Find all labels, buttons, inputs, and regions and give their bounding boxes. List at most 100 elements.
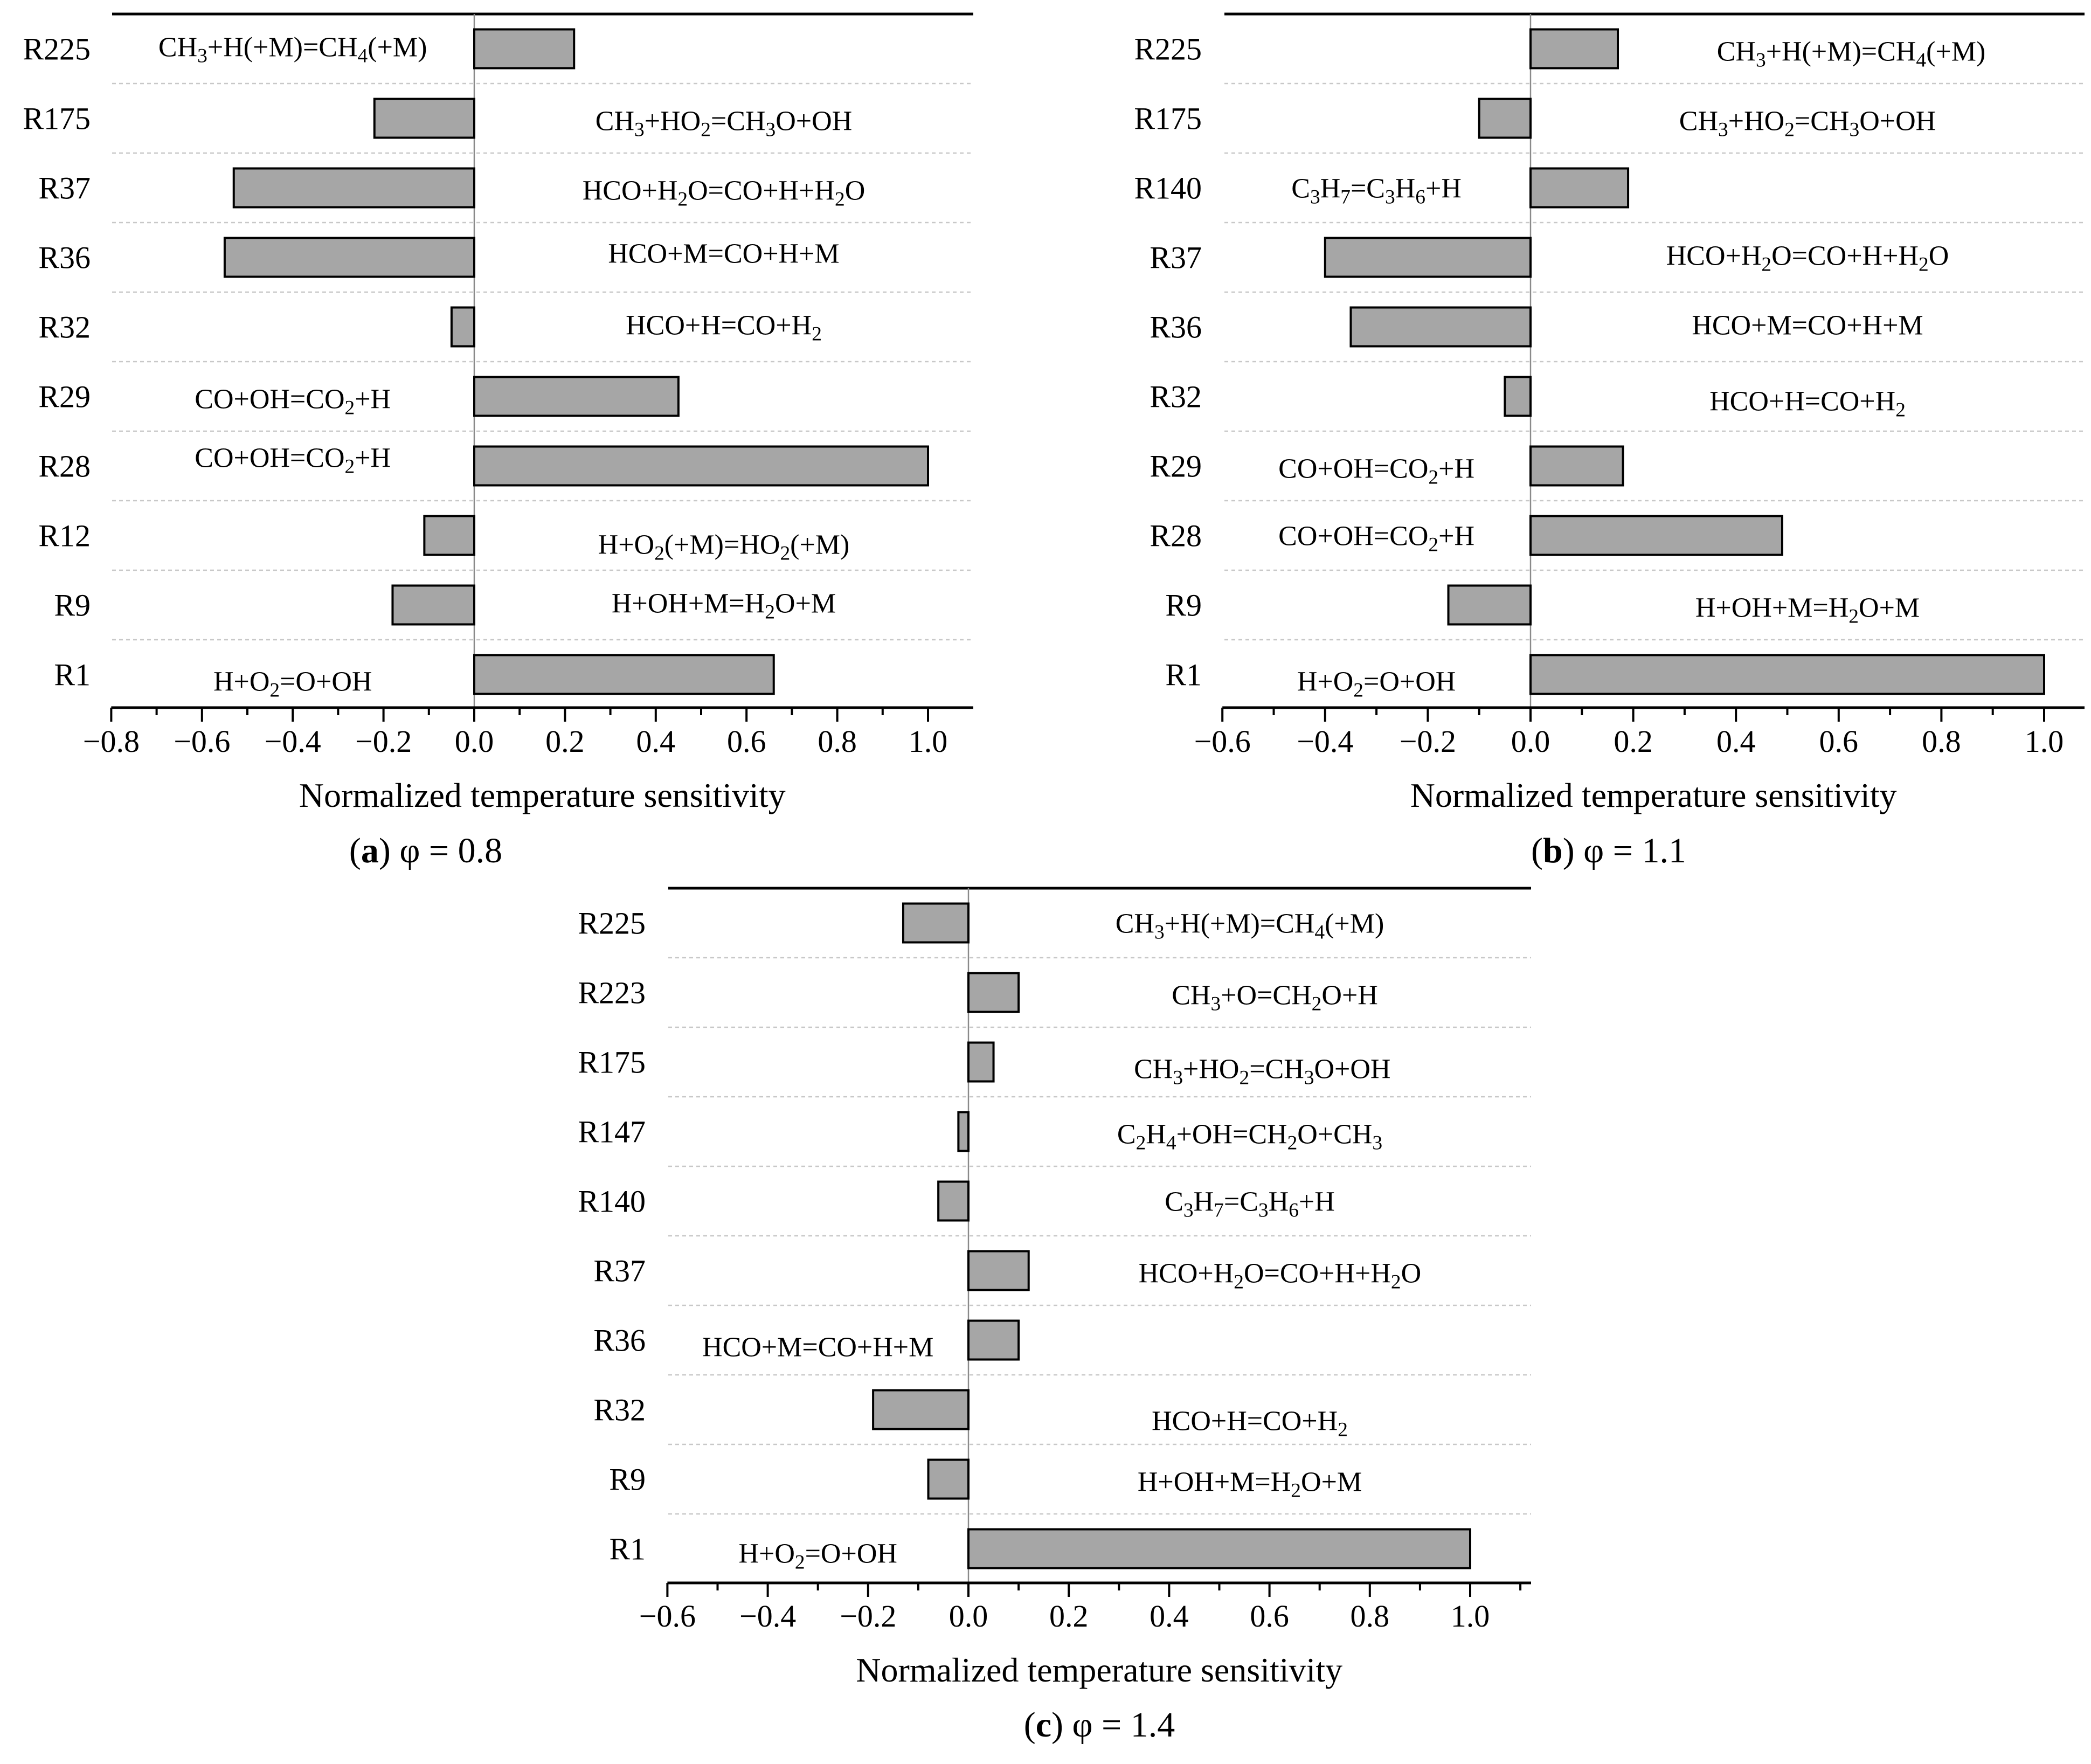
row-label-r36: R36 (1150, 310, 1202, 345)
reaction-label-r225: CH3+H(+M)=CH4(+M) (158, 32, 427, 67)
x-tick-label: 0.2 (545, 724, 585, 759)
x-tick-label: 0.0 (455, 724, 494, 759)
bar-r223 (967, 972, 1020, 1013)
bar-r140 (1529, 167, 1630, 209)
x-tick-label: 1.0 (909, 724, 948, 759)
panel-b: R225 CH3+H(+M)=CH4(+M) R175 CH3+HO2=CH3O+OH… (1134, 12, 2085, 870)
bar-r175 (373, 98, 476, 139)
row-label-r175: R175 (578, 1045, 646, 1080)
x-tick-label: −0.2 (355, 724, 412, 759)
x-tick-label: 0.8 (1922, 724, 1961, 759)
x-tick-label: 1.0 (1451, 1599, 1490, 1634)
x-tick-label: 0.0 (949, 1599, 988, 1634)
row-label-r225: R225 (1134, 32, 1202, 67)
x-axis-title: Normalized temperature sensitivity (856, 1651, 1342, 1689)
row-label-r37: R37 (38, 171, 91, 206)
row-label-r1: R1 (54, 658, 91, 693)
bar-r225 (473, 28, 576, 70)
reaction-label-r175: CH3+HO2=CH3O+OH (596, 106, 852, 141)
x-tick-label: 0.4 (636, 724, 676, 759)
x-axis-title: Normalized temperature sensitivity (1410, 776, 1897, 814)
reaction-label-r32: HCO+H=CO+H2 (1709, 386, 1906, 421)
x-tick-label: 0.6 (727, 724, 766, 759)
reaction-label-r140: C3H7=C3H6+H (1291, 174, 1462, 209)
reaction-label-r32: HCO+H=CO+H2 (626, 310, 822, 345)
reaction-label-r147: C2H4+OH=CH2O+CH3 (1117, 1119, 1382, 1154)
reaction-label-r1: H+O2=O+OH (738, 1539, 897, 1574)
row-label-r28: R28 (1150, 518, 1202, 554)
bar-r1 (1529, 654, 2045, 695)
row-label-r32: R32 (1150, 379, 1202, 414)
reaction-label-r225: CH3+H(+M)=CH4(+M) (1116, 909, 1384, 944)
row-label-r225: R225 (578, 906, 646, 941)
panel-caption: (c) φ = 1.4 (1024, 1705, 1175, 1745)
bar-r37 (232, 167, 475, 209)
row-label-r29: R29 (38, 379, 91, 414)
x-tick-label: 0.4 (1716, 724, 1756, 759)
x-tick-label: −0.6 (174, 724, 230, 759)
bar-r225 (1529, 28, 1619, 70)
x-tick-label: 0.8 (1351, 1599, 1390, 1634)
bar-r225 (902, 902, 970, 944)
row-label-r37: R37 (593, 1254, 646, 1289)
reaction-label-r29: CO+OH=CO2+H (1278, 454, 1474, 489)
x-tick-label: −0.4 (1297, 724, 1353, 759)
reaction-label-r36: HCO+M=CO+H+M (1692, 310, 1923, 341)
reaction-label-r29: CO+OH=CO2+H (195, 384, 391, 419)
bar-r175 (967, 1041, 995, 1083)
reaction-label-r9: H+OH+M=H2O+M (612, 589, 836, 624)
row-label-r9: R9 (609, 1462, 646, 1497)
bar-r36 (1349, 306, 1532, 348)
reaction-label-r9: H+OH+M=H2O+M (1695, 593, 1920, 628)
reaction-label-r1: H+O2=O+OH (1297, 667, 1456, 702)
x-tick-label: −0.6 (639, 1599, 696, 1634)
row-label-r36: R36 (38, 240, 91, 275)
x-tick-label: −0.2 (840, 1599, 896, 1634)
bar-r32 (450, 306, 476, 348)
x-tick-label: −0.4 (739, 1599, 796, 1634)
bar-r9 (927, 1458, 970, 1500)
reaction-label-r175: CH3+HO2=CH3O+OH (1679, 106, 1936, 141)
row-label-r28: R28 (38, 449, 91, 484)
row-label-r9: R9 (54, 588, 91, 623)
x-tick-label: −0.6 (1194, 724, 1251, 759)
bar-r32 (1504, 376, 1532, 417)
row-label-r32: R32 (593, 1393, 646, 1428)
x-tick-label: −0.2 (1400, 724, 1456, 759)
row-label-r223: R223 (578, 976, 646, 1011)
x-tick-label: 0.0 (1511, 724, 1550, 759)
bar-r28 (473, 445, 929, 487)
bar-r9 (1447, 584, 1532, 626)
x-tick-label: −0.4 (265, 724, 321, 759)
row-label-r140: R140 (578, 1184, 646, 1219)
x-tick-label: 0.8 (818, 724, 857, 759)
x-tick-label: 0.4 (1150, 1599, 1189, 1634)
reaction-label-r140: C3H7=C3H6+H (1165, 1187, 1335, 1222)
x-axis-title: Normalized temperature sensitivity (299, 776, 786, 814)
row-label-r12: R12 (38, 518, 91, 554)
bar-r1 (473, 654, 775, 695)
bar-r140 (937, 1180, 970, 1222)
bar-r36 (967, 1319, 1020, 1361)
x-tick-label: 0.6 (1819, 724, 1859, 759)
bar-r32 (872, 1389, 970, 1430)
bar-r147 (957, 1111, 970, 1152)
row-label-r36: R36 (593, 1323, 646, 1358)
reaction-label-r175: CH3+HO2=CH3O+OH (1134, 1054, 1390, 1089)
row-label-r175: R175 (1134, 101, 1202, 136)
panel-caption: (b) φ = 1.1 (1531, 831, 1686, 870)
reaction-label-r37: HCO+H2O=CO+H+H2O (1139, 1258, 1422, 1293)
x-tick-label: 0.2 (1614, 724, 1653, 759)
x-tick-label: −0.8 (83, 724, 140, 759)
bar-r37 (967, 1250, 1030, 1291)
bar-r37 (1324, 237, 1532, 278)
reaction-label-r37: HCO+H2O=CO+H+H2O (583, 176, 866, 211)
row-label-r140: R140 (1134, 171, 1202, 206)
reaction-label-r37: HCO+H2O=CO+H+H2O (1666, 241, 1949, 276)
row-label-r37: R37 (1150, 240, 1202, 275)
panel-caption: (a) φ = 0.8 (349, 831, 502, 870)
reaction-label-r12: H+O2(+M)=HO2(+M) (598, 530, 850, 565)
row-label-r225: R225 (23, 32, 91, 67)
reaction-label-r36: HCO+M=CO+H+M (702, 1332, 933, 1363)
row-label-r29: R29 (1150, 449, 1202, 484)
